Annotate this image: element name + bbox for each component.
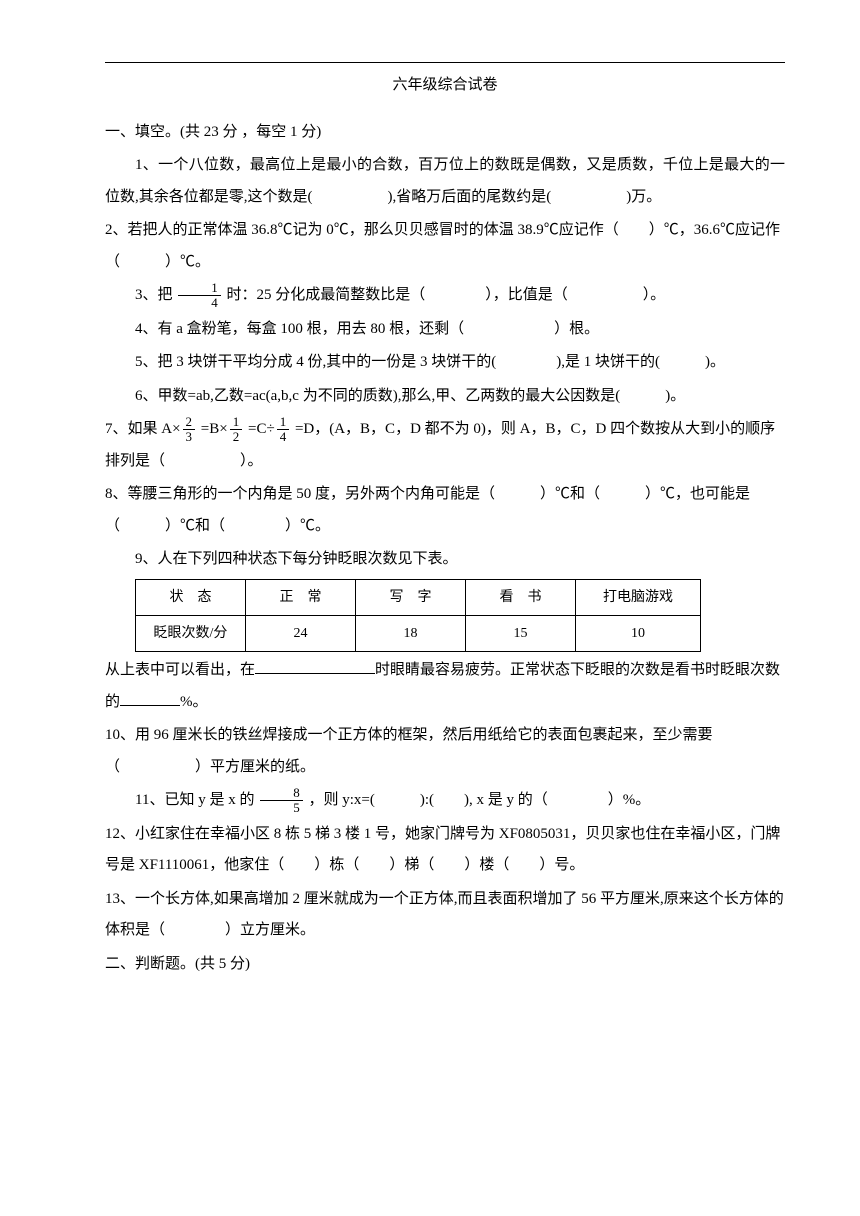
th-gaming: 打电脑游戏: [576, 579, 701, 615]
section-2-header: 二、判断题。(共 5 分): [105, 949, 785, 981]
q9-a1: 从上表中可以看出，在: [105, 662, 255, 678]
q8-text: 8、等腰三角形的一个内角是 50 度，另外两个内角可能是（ ）℃和（ ）℃，也可…: [105, 486, 750, 534]
top-divider: [105, 62, 785, 63]
td-reading: 15: [466, 615, 576, 651]
question-11: 11、已知 y 是 x 的 85 ，则 y:x=( ):( ), x 是 y 的…: [105, 785, 785, 817]
question-13: 13、一个长方体,如果高增加 2 厘米就成为一个正方体,而且表面积增加了 56 …: [105, 884, 785, 947]
td-gaming: 10: [576, 615, 701, 651]
q7-mid2: =C÷: [244, 421, 274, 437]
q3-after: 时：25 分化成最简整数比是（ ），比值是（ ）。: [223, 287, 666, 303]
question-9-followup: 从上表中可以看出，在时眼睛最容易疲劳。正常状态下眨眼的次数是看书时眨眼次数的%。: [105, 655, 785, 718]
question-8: 8、等腰三角形的一个内角是 50 度，另外两个内角可能是（ ）℃和（ ）℃，也可…: [105, 479, 785, 542]
th-reading: 看 书: [466, 579, 576, 615]
th-state: 状 态: [136, 579, 246, 615]
section-1-header: 一、填空。(共 23 分 ，每空 1 分): [105, 117, 785, 149]
q9-blank2: [120, 691, 180, 706]
q7-before: 7、如果 A×: [105, 421, 181, 437]
question-3: 3、把 14 时：25 分化成最简整数比是（ ），比值是（ ）。: [105, 280, 785, 312]
table-header-row: 状 态 正 常 写 字 看 书 打电脑游戏: [136, 579, 701, 615]
question-4: 4、有 a 盒粉笔，每盒 100 根，用去 80 根，还剩（ ）根。: [105, 314, 785, 346]
q2-text: 2、若把人的正常体温 36.8℃记为 0℃，那么贝贝感冒时的体温 38.9℃应记…: [105, 222, 780, 270]
q11-fraction: 85: [260, 786, 303, 816]
q7-mid1: =B×: [197, 421, 228, 437]
q9-a3: %。: [180, 694, 208, 710]
q11-before: 11、已知 y 是 x 的: [135, 792, 258, 808]
th-normal: 正 常: [246, 579, 356, 615]
question-5: 5、把 3 块饼干平均分成 4 份,其中的一份是 3 块饼干的( ),是 1 块…: [105, 347, 785, 379]
question-1: 1、一个八位数，最高位上是最小的合数，百万位上的数既是偶数，又是质数，千位上是最…: [105, 150, 785, 213]
td-label: 眨眼次数/分: [136, 615, 246, 651]
table-data-row: 眨眼次数/分 24 18 15 10: [136, 615, 701, 651]
question-6: 6、甲数=ab,乙数=ac(a,b,c 为不同的质数),那么,甲、乙两数的最大公…: [105, 381, 785, 413]
th-writing: 写 字: [356, 579, 466, 615]
q13-text: 13、一个长方体,如果高增加 2 厘米就成为一个正方体,而且表面积增加了 56 …: [105, 891, 784, 939]
td-normal: 24: [246, 615, 356, 651]
td-writing: 18: [356, 615, 466, 651]
page-title: 六年级综合试卷: [105, 70, 785, 102]
q7-frac1: 23: [183, 415, 196, 445]
q10-text: 10、用 96 厘米长的铁丝焊接成一个正方体的框架，然后用纸给它的表面包裹起来，…: [105, 727, 713, 775]
q11-after: ，则 y:x=( ):( ), x 是 y 的（ ）%。: [305, 792, 651, 808]
blink-table: 状 态 正 常 写 字 看 书 打电脑游戏 眨眼次数/分 24 18 15 10: [135, 579, 701, 653]
q7-frac3: 14: [277, 415, 290, 445]
question-9-intro: 9、人在下列四种状态下每分钟眨眼次数见下表。: [105, 544, 785, 576]
question-7: 7、如果 A×23 =B×12 =C÷14 =D，(A，B，C，D 都不为 0)…: [105, 414, 785, 477]
q7-frac2: 12: [230, 415, 243, 445]
question-10: 10、用 96 厘米长的铁丝焊接成一个正方体的框架，然后用纸给它的表面包裹起来，…: [105, 720, 785, 783]
q12-text: 12、小红家住在幸福小区 8 栋 5 梯 3 楼 1 号，她家门牌号为 XF08…: [105, 826, 780, 874]
q3-fraction: 14: [178, 281, 221, 311]
q9-blank1: [255, 659, 375, 674]
question-12: 12、小红家住在幸福小区 8 栋 5 梯 3 楼 1 号，她家门牌号为 XF08…: [105, 819, 785, 882]
q3-before: 3、把: [135, 287, 176, 303]
question-2: 2、若把人的正常体温 36.8℃记为 0℃，那么贝贝感冒时的体温 38.9℃应记…: [105, 215, 785, 278]
